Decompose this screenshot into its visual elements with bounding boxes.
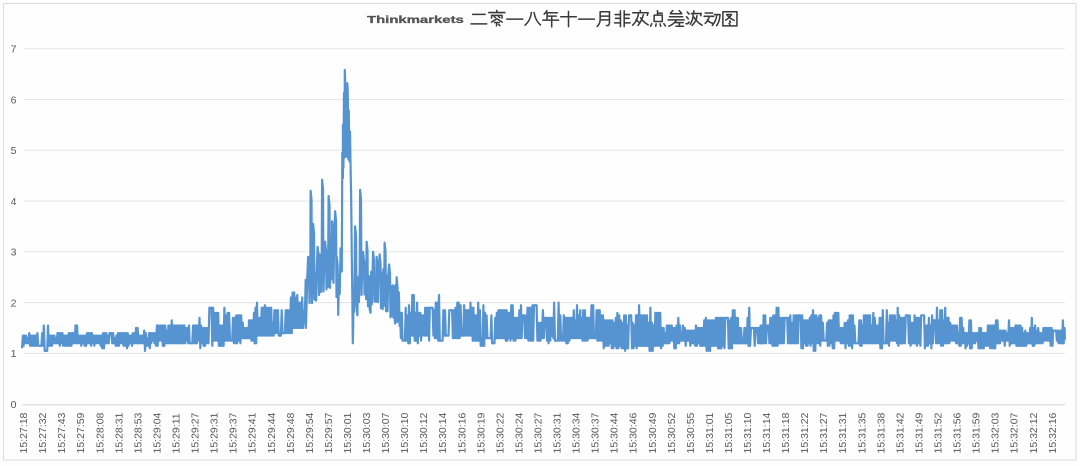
svg-text:15:30:14: 15:30:14 bbox=[437, 412, 449, 453]
svg-text:15:31:01: 15:31:01 bbox=[704, 412, 716, 453]
svg-text:15:31:10: 15:31:10 bbox=[742, 412, 754, 453]
svg-text:15:29:27: 15:29:27 bbox=[190, 412, 202, 453]
svg-text:15:29:11: 15:29:11 bbox=[171, 413, 183, 453]
svg-text:15:31:49: 15:31:49 bbox=[914, 412, 926, 453]
svg-text:3: 3 bbox=[11, 247, 17, 259]
svg-text:15:31:05: 15:31:05 bbox=[723, 412, 735, 453]
svg-text:15:30:12: 15:30:12 bbox=[418, 412, 430, 453]
svg-text:15:30:46: 15:30:46 bbox=[628, 412, 640, 453]
svg-text:15:29:04: 15:29:04 bbox=[151, 412, 163, 453]
svg-text:15:30:19: 15:30:19 bbox=[475, 412, 487, 453]
svg-text:15:32:12: 15:32:12 bbox=[1028, 412, 1040, 453]
svg-text:15:28:08: 15:28:08 bbox=[94, 412, 106, 453]
svg-text:4: 4 bbox=[11, 196, 17, 208]
svg-text:15:29:48: 15:29:48 bbox=[285, 412, 297, 453]
svg-text:15:31:52: 15:31:52 bbox=[933, 412, 945, 453]
svg-text:15:32:16: 15:32:16 bbox=[1047, 412, 1059, 453]
svg-text:15:30:07: 15:30:07 bbox=[380, 412, 392, 453]
svg-text:15:31:18: 15:31:18 bbox=[780, 412, 792, 453]
svg-text:15:31:14: 15:31:14 bbox=[761, 412, 773, 453]
svg-text:15:30:16: 15:30:16 bbox=[456, 412, 468, 453]
svg-text:7: 7 bbox=[11, 44, 17, 56]
svg-text:15:30:31: 15:30:31 bbox=[552, 412, 564, 453]
svg-text:15:30:10: 15:30:10 bbox=[399, 412, 411, 453]
svg-text:2: 2 bbox=[11, 297, 17, 309]
svg-text:15:30:55: 15:30:55 bbox=[685, 412, 697, 453]
svg-text:15:31:59: 15:31:59 bbox=[971, 412, 983, 453]
svg-text:15:31:35: 15:31:35 bbox=[856, 412, 868, 453]
svg-text:15:31:31: 15:31:31 bbox=[837, 412, 849, 453]
svg-text:15:30:52: 15:30:52 bbox=[666, 412, 678, 453]
svg-text:15:27:18: 15:27:18 bbox=[18, 412, 30, 453]
svg-text:15:29:54: 15:29:54 bbox=[304, 412, 316, 453]
svg-text:15:29:41: 15:29:41 bbox=[247, 412, 259, 453]
svg-text:5: 5 bbox=[11, 145, 17, 157]
svg-text:15:27:43: 15:27:43 bbox=[56, 412, 68, 453]
svg-text:15:30:44: 15:30:44 bbox=[609, 412, 621, 453]
svg-text:15:30:24: 15:30:24 bbox=[513, 412, 525, 453]
svg-text:15:30:22: 15:30:22 bbox=[494, 412, 506, 453]
svg-text:15:30:37: 15:30:37 bbox=[590, 412, 602, 453]
svg-text:15:30:01: 15:30:01 bbox=[342, 412, 354, 453]
svg-text:15:30:49: 15:30:49 bbox=[647, 412, 659, 453]
svg-text:15:31:56: 15:31:56 bbox=[952, 412, 964, 453]
svg-text:15:29:57: 15:29:57 bbox=[323, 412, 335, 453]
svg-text:15:28:31: 15:28:31 bbox=[113, 412, 125, 453]
svg-text:15:32:07: 15:32:07 bbox=[1009, 412, 1021, 453]
svg-text:1: 1 bbox=[11, 348, 17, 360]
svg-text:15:31:27: 15:31:27 bbox=[818, 412, 830, 453]
svg-text:Thinkmarkets: Thinkmarkets bbox=[367, 13, 464, 25]
svg-text:15:27:32: 15:27:32 bbox=[37, 412, 49, 453]
svg-text:15:30:27: 15:30:27 bbox=[533, 412, 545, 453]
svg-text:15:31:38: 15:31:38 bbox=[875, 412, 887, 453]
svg-text:0: 0 bbox=[11, 399, 17, 411]
svg-text:15:29:37: 15:29:37 bbox=[228, 412, 240, 453]
svg-text:15:28:53: 15:28:53 bbox=[132, 412, 144, 453]
svg-text:15:32:03: 15:32:03 bbox=[990, 412, 1002, 453]
svg-text:15:30:34: 15:30:34 bbox=[571, 412, 583, 453]
svg-text:15:27:59: 15:27:59 bbox=[75, 412, 87, 453]
svg-text:15:30:03: 15:30:03 bbox=[361, 412, 373, 453]
svg-text:6: 6 bbox=[11, 94, 17, 106]
svg-text:15:29:31: 15:29:31 bbox=[209, 412, 221, 453]
svg-text:15:31:22: 15:31:22 bbox=[799, 412, 811, 453]
svg-text:15:29:44: 15:29:44 bbox=[266, 412, 278, 453]
svg-text:15:31:42: 15:31:42 bbox=[894, 412, 906, 453]
